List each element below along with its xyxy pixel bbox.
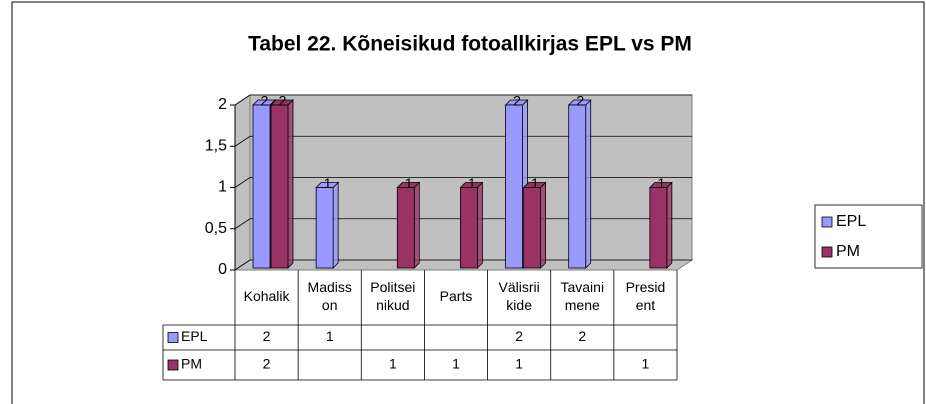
data-label: 1 <box>405 175 413 191</box>
legend-key <box>821 216 833 228</box>
bar-side <box>413 181 420 269</box>
y-tick-label: 1 <box>218 179 227 196</box>
table-value: 2 <box>263 356 271 372</box>
table-grid <box>162 270 678 381</box>
grid-line <box>234 94 692 106</box>
table-value: 1 <box>389 356 397 372</box>
y-tick-label: 1,5 <box>205 137 227 154</box>
data-label: 2 <box>513 93 521 109</box>
y-tick-label: 0,5 <box>205 220 227 237</box>
category-label: Politsei <box>370 279 415 295</box>
category-label: Kohalik <box>244 288 291 304</box>
category-label: Tavaini <box>560 279 604 295</box>
bar <box>396 187 415 269</box>
bar-side <box>477 181 483 269</box>
bar <box>315 187 334 269</box>
y-tick-label: 0 <box>218 261 227 278</box>
bar <box>252 104 271 269</box>
table-value: 1 <box>326 328 334 344</box>
category-label: on <box>322 297 338 313</box>
category-label: Madiss <box>308 279 352 295</box>
category-label: Parts <box>440 288 473 304</box>
grid-line <box>234 177 692 188</box>
legend-key <box>821 246 833 258</box>
table-value: 2 <box>263 328 271 344</box>
bar-side <box>332 181 339 269</box>
category-label: mene <box>565 297 600 313</box>
category-label: kide <box>506 297 532 313</box>
table-value: 2 <box>515 328 523 344</box>
bar <box>460 187 478 269</box>
category-label: Presid <box>626 279 666 295</box>
category-label: nikud <box>376 297 409 313</box>
data-label: 1 <box>531 175 539 191</box>
data-label: 2 <box>261 93 269 109</box>
bar <box>270 104 289 269</box>
bar-side <box>540 181 546 269</box>
bar-side <box>666 181 673 269</box>
table-legend-key <box>167 359 179 371</box>
table-value: 1 <box>642 356 650 372</box>
bar <box>649 187 668 269</box>
data-label: 2 <box>576 93 584 109</box>
table-value: 2 <box>578 328 586 344</box>
legend-label: PM <box>836 243 860 260</box>
data-label: 1 <box>657 175 665 191</box>
chart-title: Tabel 22. Kõneisikud fotoallkirjas EPL v… <box>248 33 692 56</box>
category-label: ent <box>636 297 656 313</box>
legend-box <box>814 204 923 269</box>
data-label: 2 <box>279 93 287 109</box>
data-label: 1 <box>324 175 332 191</box>
y-tick-label: 2 <box>218 96 227 113</box>
bar <box>505 104 523 269</box>
bar <box>568 104 587 269</box>
bar-side <box>287 99 294 269</box>
chart-frame <box>11 1 925 404</box>
legend-label: EPL <box>836 213 866 230</box>
table-legend-key <box>167 332 179 343</box>
data-label: 1 <box>468 175 476 191</box>
category-label: Välisrii <box>499 279 540 295</box>
table-series-name: PM <box>181 356 202 372</box>
grid-line <box>234 135 692 147</box>
table-value: 1 <box>515 356 523 372</box>
bar-side <box>585 99 592 269</box>
table-value: 1 <box>452 356 460 372</box>
table-series-name: EPL <box>181 328 208 344</box>
bar <box>523 187 541 269</box>
